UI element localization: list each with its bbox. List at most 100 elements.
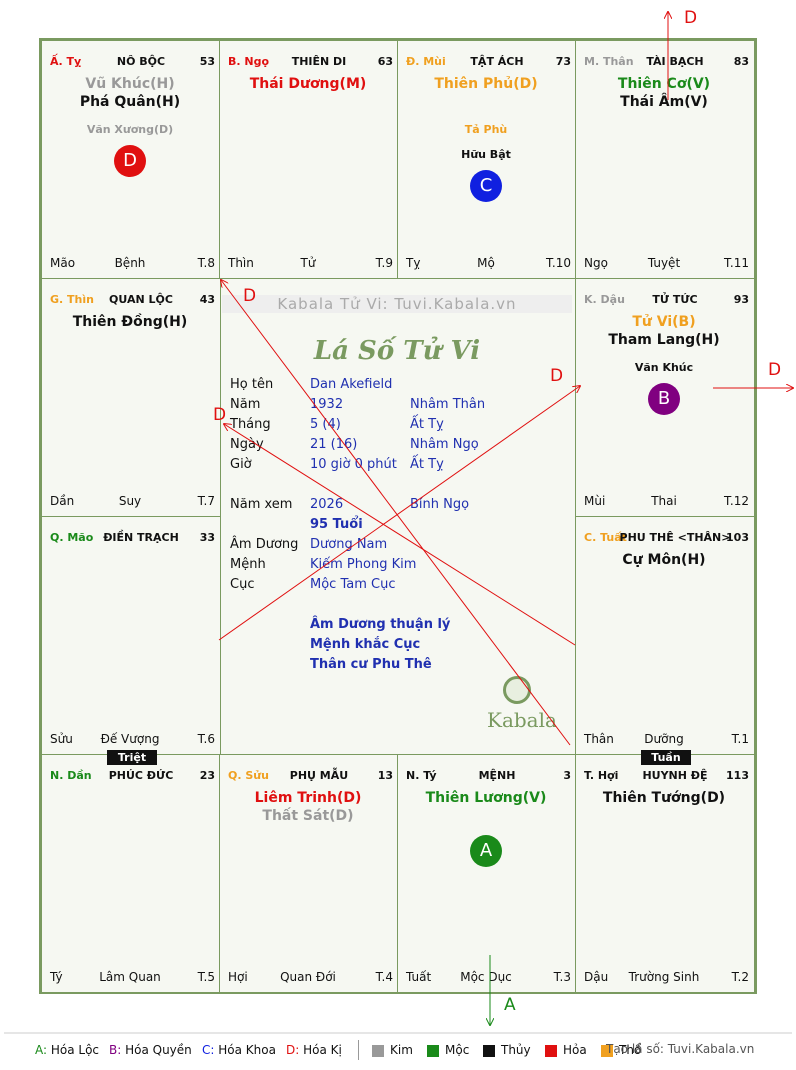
palace-canchi: Ấ. Tỵ xyxy=(50,55,82,68)
footer-mid: Trường Sinh xyxy=(628,970,700,984)
marker-circle: C xyxy=(470,170,502,202)
footer-left: Tý xyxy=(50,970,63,984)
palace-cell xyxy=(219,40,399,279)
palace-canchi: C. Tuất xyxy=(584,531,627,544)
footer-right: T.12 xyxy=(724,494,749,508)
footer-mid: Quan Đới xyxy=(280,970,336,984)
footer-right: T.8 xyxy=(197,256,215,270)
legend-letter: A: xyxy=(35,1043,48,1057)
legend-label: Hóa Kị xyxy=(299,1043,342,1057)
palace-name: MỆNH xyxy=(478,769,516,782)
badge: Tuần xyxy=(641,750,691,765)
legend-label: Hóa Khoa xyxy=(214,1043,276,1057)
footer-mid: Đế Vượng xyxy=(100,732,160,746)
marker-circle: B xyxy=(648,383,680,415)
arrow-label: A xyxy=(504,995,516,1015)
palace-canchi: K. Dậu xyxy=(584,293,625,306)
main-star: Liêm Trinh(D) xyxy=(254,790,362,806)
footer-mid: Suy xyxy=(118,494,142,508)
legend-swatch xyxy=(483,1045,495,1057)
age: 95 Tuổi xyxy=(310,517,363,532)
palace-cell xyxy=(41,278,221,517)
info-value: 21 (16) xyxy=(310,437,358,452)
main-star: Thái Âm(V) xyxy=(620,94,708,110)
info-label: Ngày xyxy=(230,437,264,452)
palace-cell xyxy=(575,754,755,993)
arrow-label: D xyxy=(684,8,698,28)
main-star: Thất Sát(D) xyxy=(262,808,354,824)
info-value: Mộc Tam Cục xyxy=(310,577,396,592)
marker-circle: D xyxy=(114,145,146,177)
arrow-label: D xyxy=(550,366,564,386)
footer-left: Mão xyxy=(50,256,76,270)
footer-left: Mùi xyxy=(584,494,606,508)
legend-hoa: B: Hóa Quyền xyxy=(109,1043,192,1057)
info-label: Tháng xyxy=(230,417,271,432)
footer-right: T.9 xyxy=(375,256,393,270)
footer-left: Thìn xyxy=(228,256,254,270)
note: Âm Dương thuận lý xyxy=(310,617,451,632)
main-star: Thiên Tướng(D) xyxy=(602,790,726,806)
info-value: 2026 xyxy=(310,497,344,512)
main-star: Thái Dương(M) xyxy=(249,76,367,92)
footer-right: T.6 xyxy=(197,732,215,746)
legend-hoa: A: Hóa Lộc xyxy=(35,1043,99,1057)
palace-number: 13 xyxy=(377,769,393,782)
footer-left: Ngọ xyxy=(584,256,608,270)
footer-mid: Tuyệt xyxy=(647,256,681,270)
info-extra: Nhâm Thân xyxy=(410,397,486,412)
palace-canchi: Q. Sửu xyxy=(228,769,269,782)
info-extra: Ất Tỵ xyxy=(410,417,444,432)
legend-label: Hóa Quyền xyxy=(121,1043,192,1057)
center-title: Lá Số Tử Vi xyxy=(313,336,481,366)
footer-left: Tuất xyxy=(406,970,432,984)
legend-label: Hóa Lộc xyxy=(47,1043,100,1057)
main-star: Phá Quân(H) xyxy=(79,94,181,110)
main-star: Tham Lang(H) xyxy=(608,332,720,348)
palace-name: ĐIỀN TRẠCH xyxy=(103,531,179,544)
legend-element: Kim xyxy=(390,1043,413,1057)
info-value: 1932 xyxy=(310,397,344,412)
palace-number: 73 xyxy=(555,55,571,68)
palace-name: TỬ TỨC xyxy=(652,293,698,306)
palace-number: 53 xyxy=(199,55,215,68)
logo-icon xyxy=(503,676,531,704)
palace-canchi: G. Thìn xyxy=(50,293,94,306)
palace-number: 103 xyxy=(726,531,749,544)
legend-letter: C: xyxy=(202,1043,215,1057)
info-label: Âm Dương xyxy=(230,537,299,552)
minor-star: Hữu Bật xyxy=(461,148,511,161)
note: Mệnh khắc Cục xyxy=(310,637,421,652)
palace-cell xyxy=(397,754,577,993)
arrow-label: D xyxy=(213,405,227,425)
info-extra: Bính Ngọ xyxy=(410,497,470,512)
footer-left: Dần xyxy=(50,494,75,508)
footer-left: Tỵ xyxy=(406,256,421,270)
palace-cell xyxy=(41,754,221,993)
footer-right: T.1 xyxy=(731,732,749,746)
palace-cell xyxy=(41,516,221,755)
palace-cell xyxy=(575,40,755,279)
palace-canchi: T. Hợi xyxy=(584,769,619,782)
palace-name: HUYNH ĐỆ xyxy=(642,769,708,782)
footer-mid: Tử xyxy=(300,256,316,270)
main-star: Thiên Đồng(H) xyxy=(72,314,188,330)
footer-left: Hợi xyxy=(228,970,248,984)
legend-hoa: C: Hóa Khoa xyxy=(202,1043,276,1057)
legend-swatch xyxy=(427,1045,439,1057)
info-label: Cục xyxy=(230,577,255,592)
info-value: 5 (4) xyxy=(310,417,341,432)
badge: Triệt xyxy=(107,750,157,765)
legend-sep xyxy=(358,1040,359,1060)
footer-left: Sửu xyxy=(50,732,73,746)
info-label: Mệnh xyxy=(230,557,266,572)
palace-number: 3 xyxy=(563,769,571,782)
footer-mid: Bệnh xyxy=(114,256,146,270)
info-label: Năm xem xyxy=(230,497,293,512)
info-label: Họ tên xyxy=(230,377,274,392)
palace-number: 93 xyxy=(733,293,749,306)
info-value: Dương Nam xyxy=(310,537,388,552)
main-star: Thiên Lương(V) xyxy=(425,790,547,806)
main-star: Thiên Phủ(D) xyxy=(434,76,538,92)
